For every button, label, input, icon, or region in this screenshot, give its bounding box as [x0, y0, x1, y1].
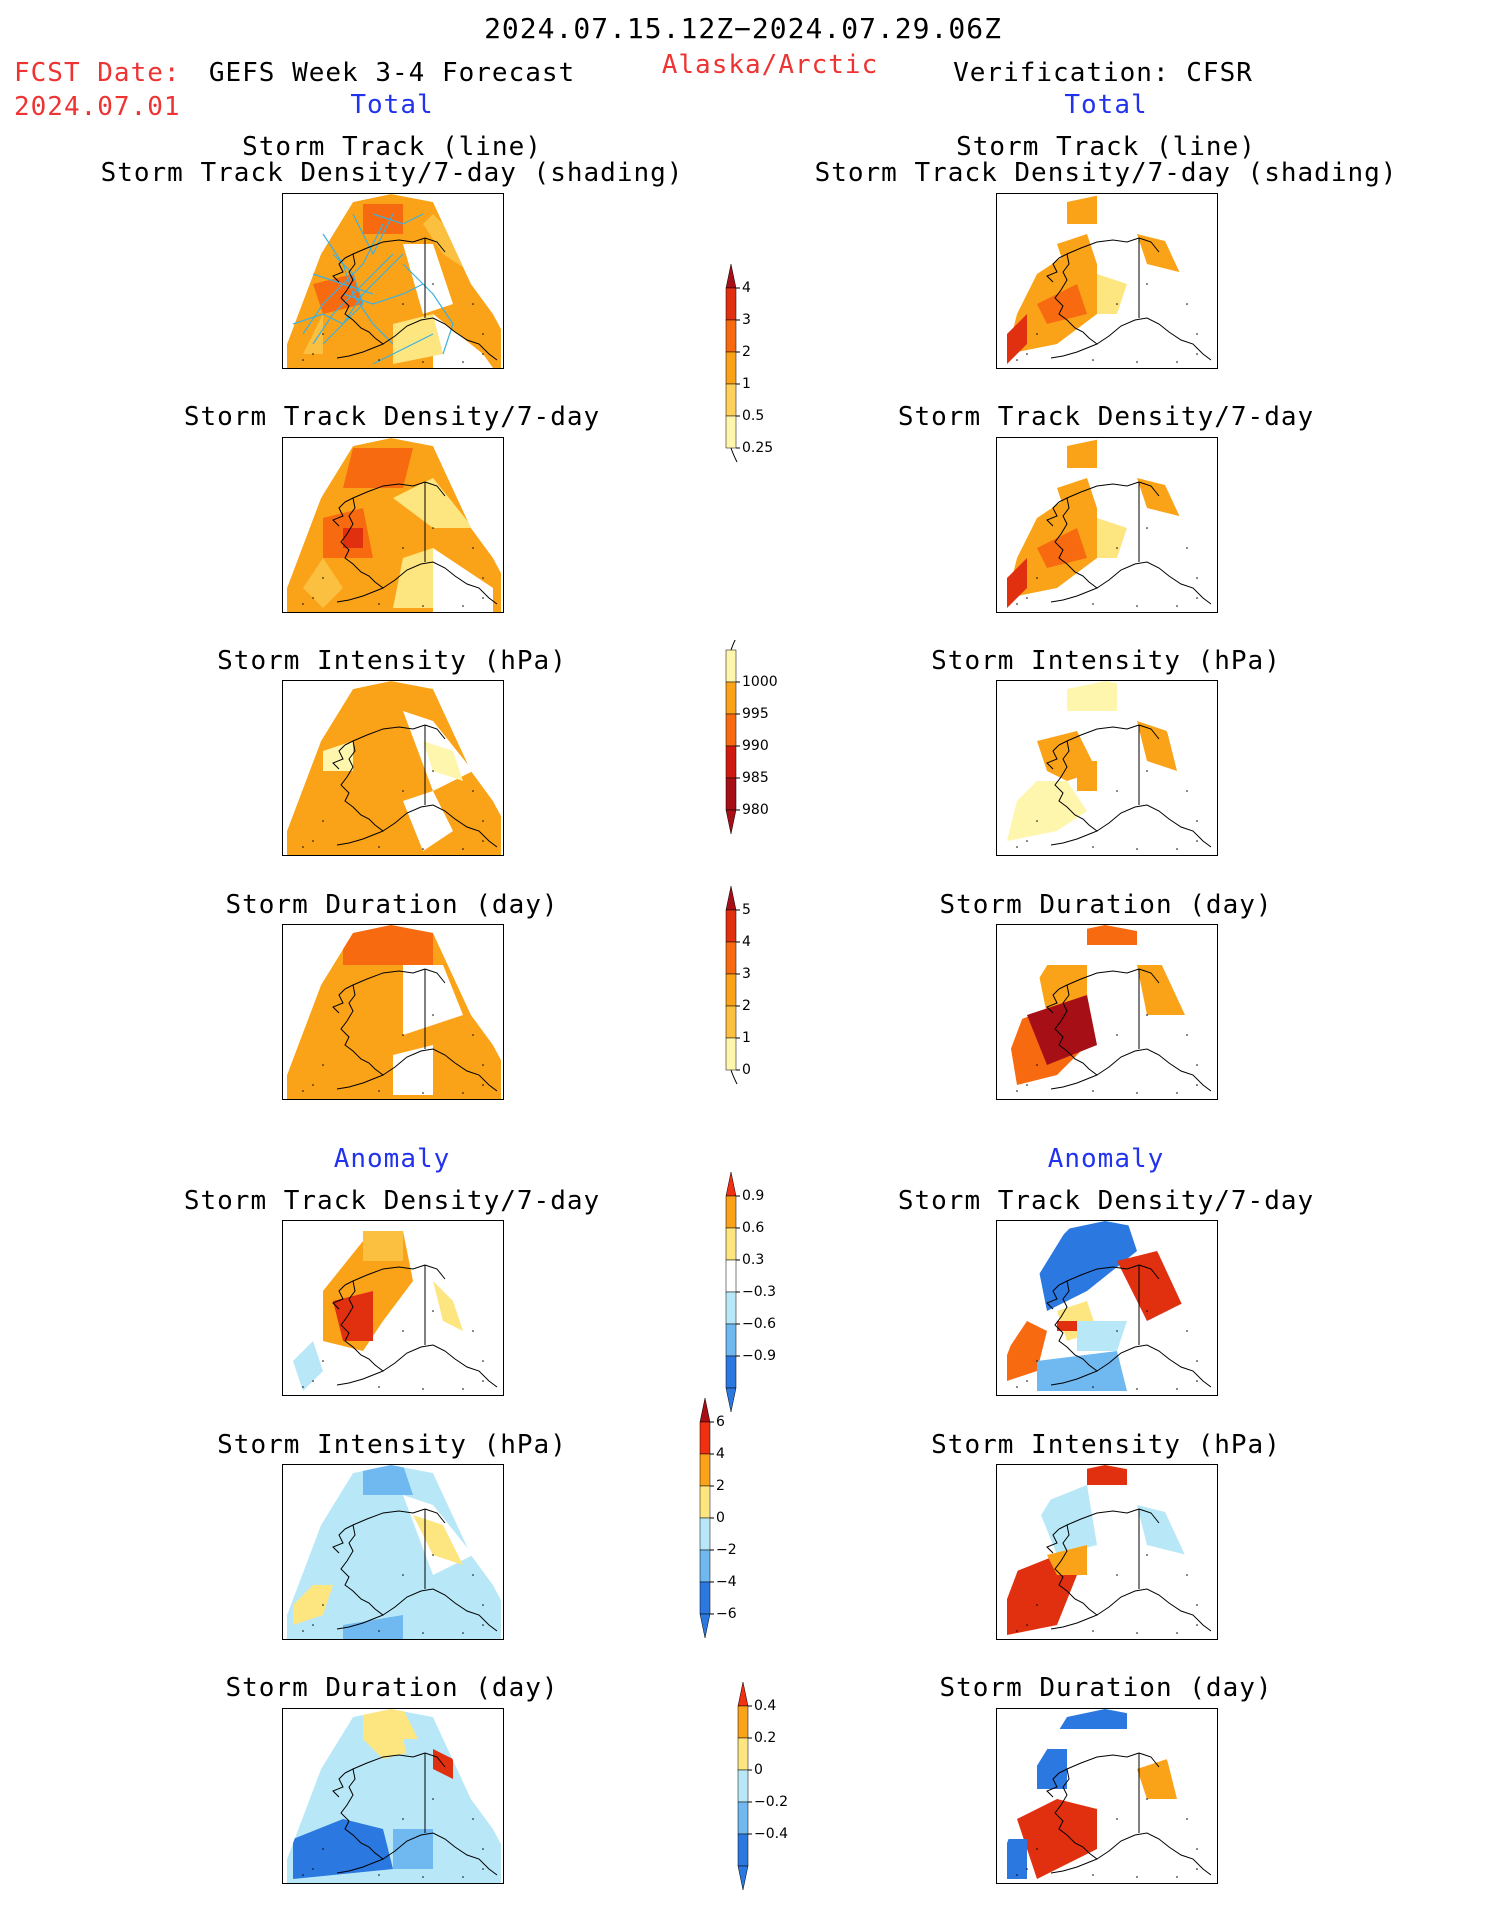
- title-density-anom-left: Storm Track Density/7-day: [183, 1186, 601, 1216]
- title-duration-anom-right: Storm Duration (day): [939, 1673, 1273, 1703]
- colorbar-tick-label: 4: [742, 280, 751, 296]
- map-duration-anomaly-forecast: [282, 1708, 504, 1884]
- colorbar-tick-label: 2: [742, 998, 751, 1014]
- title-duration-anom-left: Storm Duration (day): [225, 1673, 559, 1703]
- colorbar-intensity-total: 1000 995 990 985 980: [725, 640, 778, 835]
- colorbar-tick-label: 1: [742, 376, 751, 392]
- colorbar-tick-label: 0.25: [742, 440, 773, 456]
- colorbar-tick-label: 995: [742, 706, 769, 722]
- map-intensity-cfsr: [996, 680, 1218, 856]
- verification-title: Verification: CFSR: [953, 58, 1253, 88]
- colorbar-tick-label: 4: [742, 934, 751, 950]
- colorbar-tick-label: 5: [742, 902, 751, 918]
- map-track-forecast: [282, 193, 504, 369]
- colorbar-tick-label: 0.9: [742, 1188, 764, 1204]
- colorbar-tick-label: −2: [716, 1542, 737, 1558]
- colorbar-tick-label: 6: [716, 1414, 725, 1430]
- colorbar-density-anomaly: 0.9 0.6 0.3 −0.3 −0.6 −0.9: [725, 1171, 776, 1413]
- colorbar-tick-label: 1000: [742, 674, 778, 690]
- title-track-line-left: Storm Track (line): [242, 132, 542, 162]
- colorbar-tick-label: −0.9: [742, 1348, 776, 1364]
- colorbar-tick-label: 4: [716, 1446, 725, 1462]
- title-track-density-shading-left: Storm Track Density/7-day (shading): [100, 158, 684, 188]
- map-duration-forecast: [282, 924, 504, 1100]
- colorbar-tick-label: 985: [742, 770, 769, 786]
- map-density-anomaly-forecast: [282, 1220, 504, 1396]
- map-track-cfsr: [996, 193, 1218, 369]
- fcst-date-label: FCST Date:: [14, 58, 181, 88]
- title-intensity-anom-left: Storm Intensity (hPa): [217, 1430, 567, 1460]
- colorbar-tick-label: 2: [716, 1478, 725, 1494]
- map-density-forecast: [282, 437, 504, 613]
- colorbar-tick-label: 980: [742, 802, 769, 818]
- colorbar-tick-label: 0.6: [742, 1220, 764, 1236]
- title-track-line-right: Storm Track (line): [956, 132, 1256, 162]
- total-label-left: Total: [350, 90, 434, 120]
- title-density-right: Storm Track Density/7-day: [897, 402, 1315, 432]
- anomaly-label-left: Anomaly: [333, 1144, 451, 1174]
- colorbar-tick-label: −0.6: [742, 1316, 776, 1332]
- colorbar-tick-label: 0: [716, 1510, 725, 1526]
- colorbar-tick-label: 3: [742, 966, 751, 982]
- colorbar-tick-label: 0: [742, 1062, 751, 1078]
- map-density-anomaly-cfsr: [996, 1220, 1218, 1396]
- colorbar-tick-label: −0.3: [742, 1284, 776, 1300]
- title-intensity-right: Storm Intensity (hPa): [931, 646, 1281, 676]
- colorbar-tick-label: −0.2: [754, 1794, 788, 1810]
- colorbar-tick-label: 0.5: [742, 408, 764, 424]
- map-intensity-anomaly-cfsr: [996, 1464, 1218, 1640]
- title-duration-left: Storm Duration (day): [225, 890, 559, 920]
- time-range: 2024.07.15.12Z−2024.07.29.06Z: [484, 12, 1002, 45]
- colorbar-tick-label: 990: [742, 738, 769, 754]
- colorbar-duration-total: 5 4 3 2 1 0: [725, 885, 751, 1085]
- total-label-right: Total: [1064, 90, 1148, 120]
- fcst-date-value: 2024.07.01: [14, 92, 181, 122]
- colorbar-tick-label: −6: [716, 1606, 737, 1622]
- anomaly-label-right: Anomaly: [1047, 1144, 1165, 1174]
- colorbar-duration-anomaly: 0.4 0.2 0 −0.2 −0.4: [737, 1681, 788, 1891]
- model-title: GEFS Week 3-4 Forecast: [208, 58, 576, 88]
- colorbar-tick-label: 1: [742, 1030, 751, 1046]
- map-density-cfsr: [996, 437, 1218, 613]
- colorbar-density-total: 4 3 2 1 0.5 0.25: [725, 263, 773, 463]
- map-duration-cfsr: [996, 924, 1218, 1100]
- colorbar-intensity-anomaly: 6 4 2 0 −2 −4 −6: [699, 1397, 737, 1639]
- colorbar-tick-label: 0.4: [754, 1698, 776, 1714]
- colorbar-tick-label: 0.3: [742, 1252, 764, 1268]
- title-intensity-anom-right: Storm Intensity (hPa): [931, 1430, 1281, 1460]
- title-density-left: Storm Track Density/7-day: [183, 402, 601, 432]
- colorbar-tick-label: 0.2: [754, 1730, 776, 1746]
- title-intensity-left: Storm Intensity (hPa): [217, 646, 567, 676]
- title-duration-right: Storm Duration (day): [939, 890, 1273, 920]
- map-duration-anomaly-cfsr: [996, 1708, 1218, 1884]
- map-intensity-forecast: [282, 680, 504, 856]
- colorbar-tick-label: −4: [716, 1574, 737, 1590]
- title-density-anom-right: Storm Track Density/7-day: [897, 1186, 1315, 1216]
- region-title: Alaska/Arctic: [661, 50, 879, 80]
- colorbar-tick-label: 0: [754, 1762, 763, 1778]
- title-track-density-shading-right: Storm Track Density/7-day (shading): [814, 158, 1398, 188]
- colorbar-tick-label: 2: [742, 344, 751, 360]
- colorbar-tick-label: −0.4: [754, 1826, 788, 1842]
- map-intensity-anomaly-forecast: [282, 1464, 504, 1640]
- colorbar-tick-label: 3: [742, 312, 751, 328]
